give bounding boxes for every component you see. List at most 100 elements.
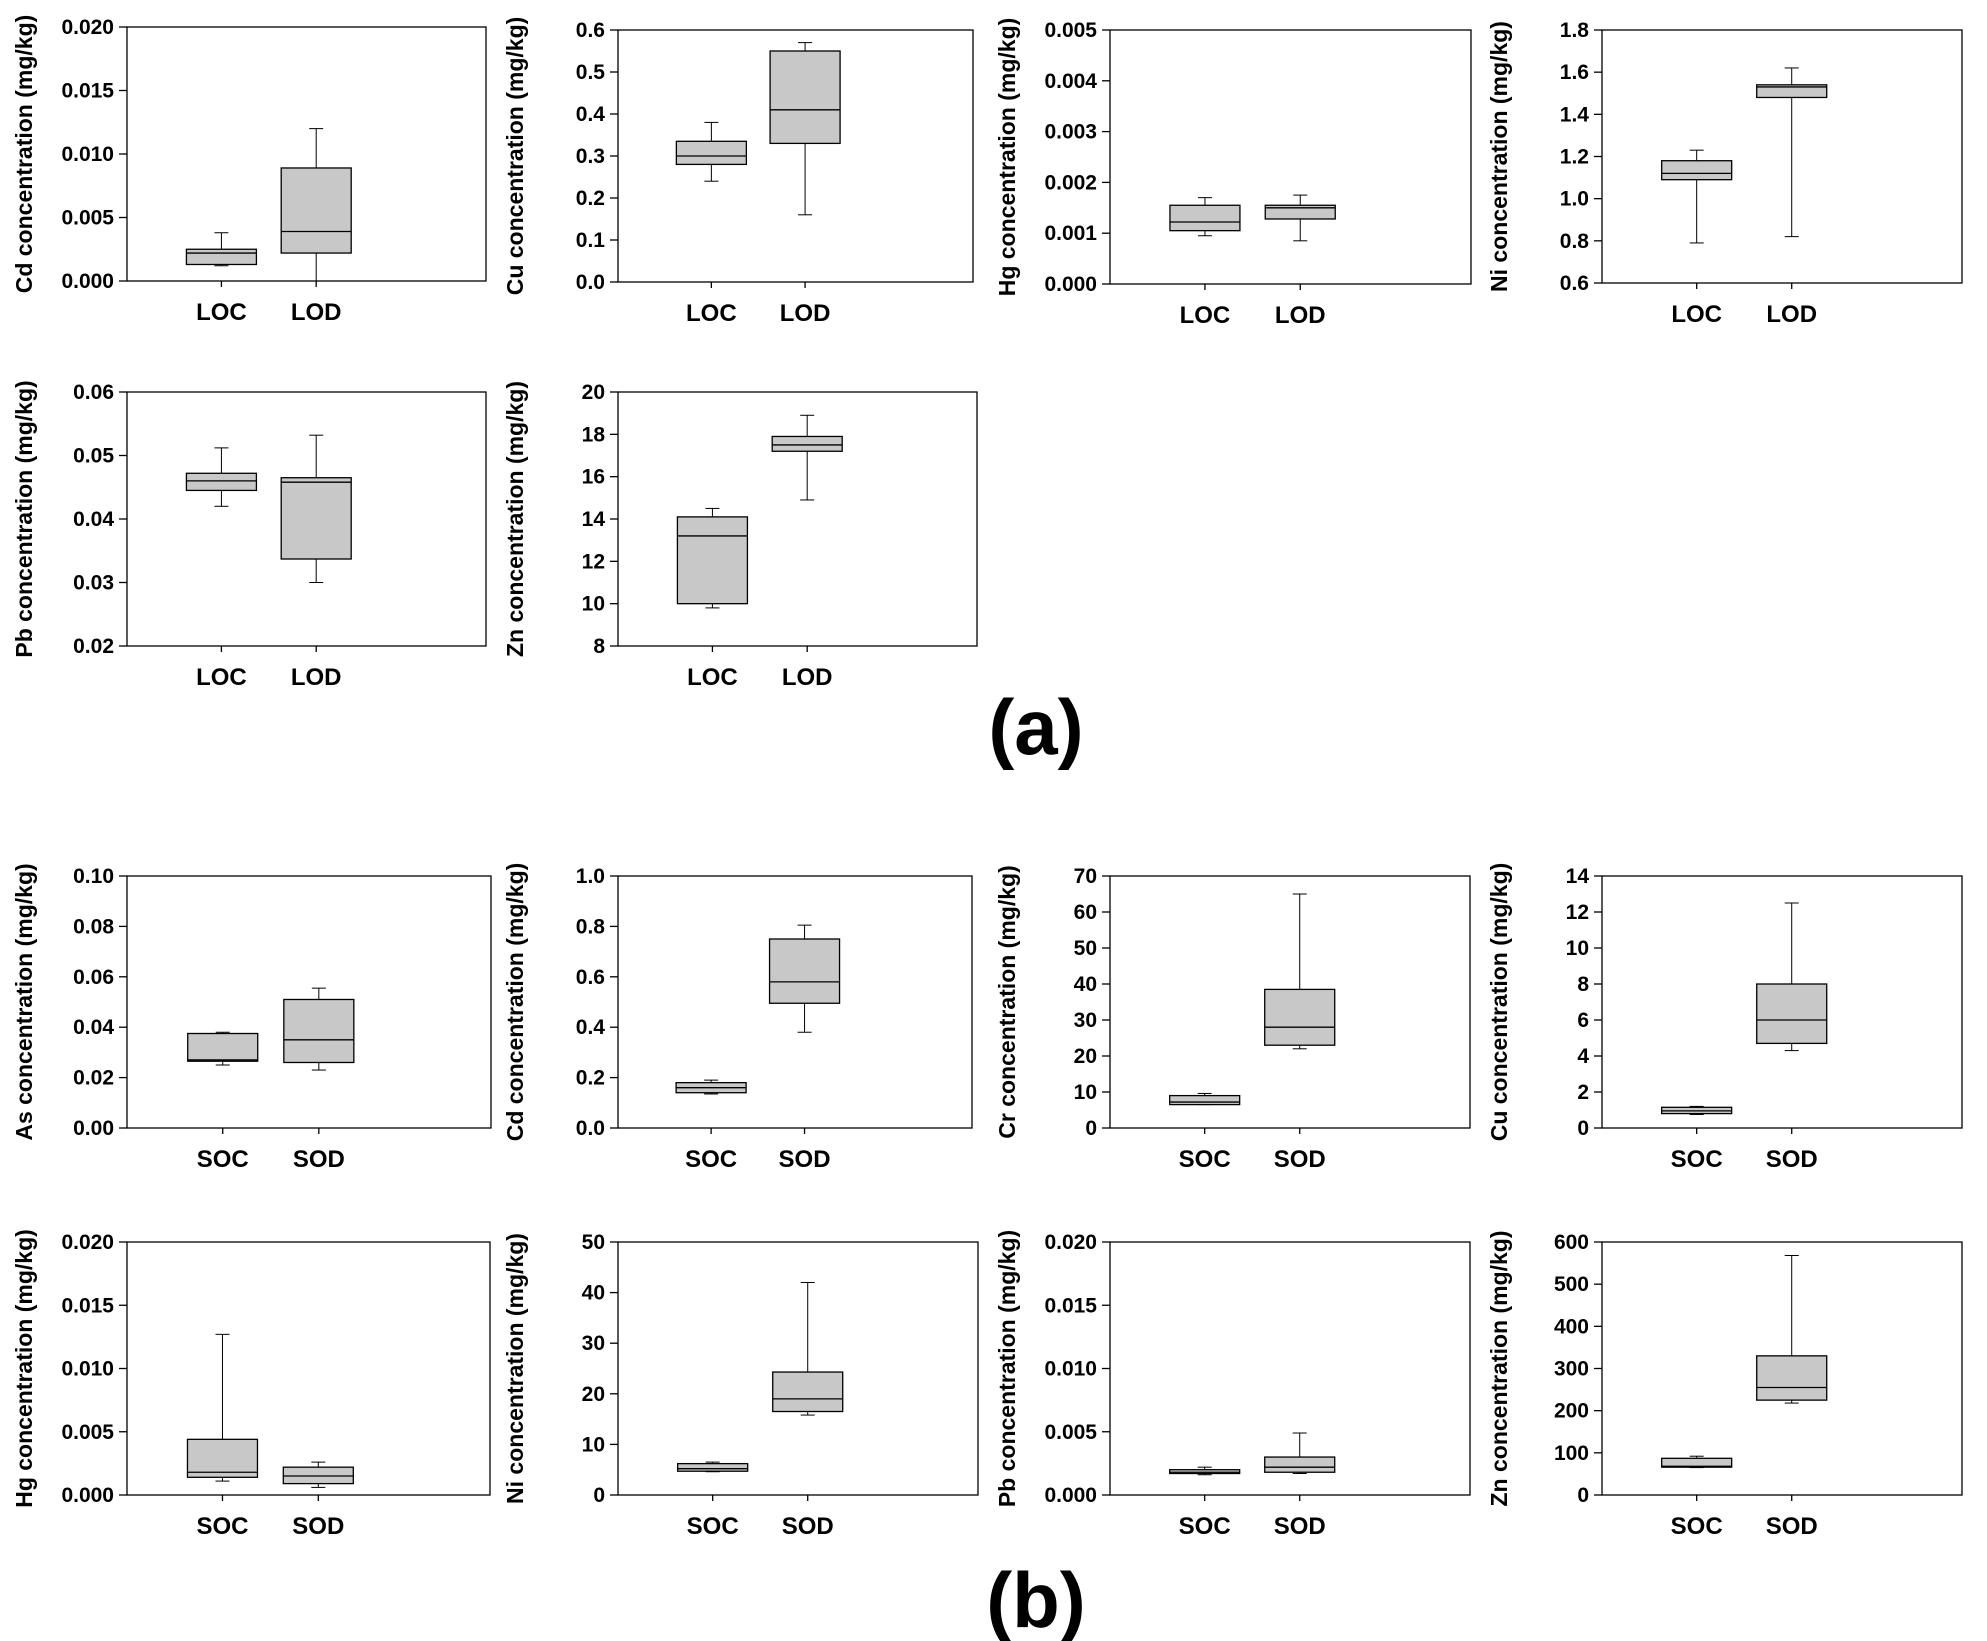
y-tick-label: 0.005 xyxy=(1044,1421,1097,1444)
y-tick-label: 0.6 xyxy=(576,966,605,989)
y-tick-label: 0.10 xyxy=(73,865,114,888)
x-tick-label: SOC xyxy=(685,1146,737,1173)
y-tick-label: 0.015 xyxy=(61,1294,114,1317)
iqr-box xyxy=(1169,204,1241,232)
y-tick-label: 20 xyxy=(1074,1045,1097,1068)
x-tick-label: SOD xyxy=(292,1513,344,1540)
y-axis-label: Pb concentration (mg/kg) xyxy=(11,380,37,657)
iqr-box xyxy=(769,50,841,145)
y-tick-label: 10 xyxy=(1074,1081,1097,1104)
x-tick-label: SOC xyxy=(197,1146,249,1173)
y-tick-label: 30 xyxy=(582,1332,605,1355)
y-tick-label: 0.06 xyxy=(73,966,114,989)
y-axis-label: Cu concentration (mg/kg) xyxy=(1486,863,1512,1142)
y-tick-label: 100 xyxy=(1554,1442,1589,1465)
y-tick-label: 0.020 xyxy=(1044,1231,1097,1254)
panel-label-a: (a) xyxy=(988,683,1083,771)
y-tick-label: 0.015 xyxy=(61,80,114,103)
y-tick-label: 50 xyxy=(582,1231,605,1254)
y-tick-label: 1.2 xyxy=(1560,146,1589,169)
y-tick-label: 0.02 xyxy=(73,1067,114,1090)
plot-frame xyxy=(617,1241,979,1496)
y-tick-label: 0.000 xyxy=(1044,273,1097,296)
y-tick-label: 0.6 xyxy=(576,19,605,42)
chart-7: 0.0 0.2 0.4 0.6 0.8 1.0 Cd concentration (mg/k… xyxy=(502,863,973,1173)
chart-2: 0.000 0.001 0.002 0.003 0.004 0.005 Hg concent… xyxy=(994,18,1472,329)
y-tick-label: 0 xyxy=(1577,1117,1589,1140)
x-tick-label: SOD xyxy=(782,1513,834,1540)
y-axis-label: Cu concentration (mg/kg) xyxy=(502,17,528,296)
y-tick-label: 0.002 xyxy=(1044,171,1097,194)
chart-3: 0.6 0.8 1.0 1.2 1.4 1.6 1.8 Ni concentration (m… xyxy=(1486,19,1963,328)
y-tick-label: 0.04 xyxy=(73,1016,114,1039)
y-tick-label: 40 xyxy=(1074,973,1097,996)
iqr-box xyxy=(187,1032,259,1062)
y-tick-label: 0.010 xyxy=(61,143,114,166)
x-tick-label: SOD xyxy=(293,1146,345,1173)
y-tick-label: 0.003 xyxy=(1044,121,1097,144)
y-tick-label: 0.08 xyxy=(73,915,114,938)
y-tick-label: 0.5 xyxy=(576,61,606,84)
y-tick-label: 0.000 xyxy=(61,270,114,293)
y-axis-label: Ni concentration (mg/kg) xyxy=(502,1233,528,1504)
y-tick-label: 0.2 xyxy=(576,1067,605,1090)
x-tick-label: SOC xyxy=(1671,1146,1723,1173)
iqr-box xyxy=(677,1462,749,1472)
iqr-box xyxy=(1169,1094,1241,1106)
y-axis-label: Cd concentration (mg/kg) xyxy=(502,863,528,1142)
y-tick-label: 0.3 xyxy=(576,145,605,168)
y-tick-label: 0.015 xyxy=(1044,1294,1097,1317)
y-tick-label: 70 xyxy=(1074,865,1097,888)
y-tick-label: 0.010 xyxy=(61,1358,114,1381)
iqr-box xyxy=(676,516,749,605)
y-tick-label: 14 xyxy=(1566,865,1590,888)
x-tick-label: SOD xyxy=(1274,1146,1326,1173)
chart-8: 0 10 20 30 40 50 60 70 Cr concentration (mg/kg) S… xyxy=(994,865,1471,1173)
iqr-box xyxy=(771,435,843,452)
x-tick-label: LOC xyxy=(686,300,737,327)
chart-11: 0 10 20 30 40 50 Ni concentration (mg/kg) SOC SO… xyxy=(502,1231,979,1540)
chart-0: 0.000 0.005 0.010 0.015 0.020 Cd concentratio… xyxy=(11,15,487,326)
y-tick-label: 0.05 xyxy=(73,445,114,468)
y-tick-label: 300 xyxy=(1554,1358,1589,1381)
y-axis-label: Zn concentration (mg/kg) xyxy=(502,381,528,657)
x-tick-label: SOC xyxy=(687,1513,739,1540)
x-tick-label: LOC xyxy=(196,299,247,326)
y-tick-label: 10 xyxy=(582,1433,605,1456)
iqr-box xyxy=(280,167,352,254)
y-tick-label: 0.4 xyxy=(576,1016,606,1039)
y-tick-label: 0.004 xyxy=(1044,70,1097,93)
x-tick-label: LOC xyxy=(687,664,738,691)
x-tick-label: LOD xyxy=(1275,302,1326,329)
iqr-box xyxy=(768,938,841,1004)
y-axis-label: Cd concentration (mg/kg) xyxy=(11,15,37,294)
chart-1: 0.0 0.1 0.2 0.3 0.4 0.5 0.6 Cu concentration (m… xyxy=(502,17,974,327)
chart-12: 0.000 0.005 0.010 0.015 0.020 Pb concentratio… xyxy=(994,1230,1471,1540)
y-tick-label: 6 xyxy=(1577,1009,1589,1032)
y-tick-label: 12 xyxy=(1566,901,1589,924)
y-tick-label: 0.0 xyxy=(576,1117,605,1140)
y-tick-label: 0 xyxy=(593,1484,605,1507)
iqr-box xyxy=(1756,1355,1828,1401)
y-tick-label: 30 xyxy=(1074,1009,1097,1032)
x-tick-label: SOC xyxy=(196,1513,248,1540)
x-tick-label: SOD xyxy=(1274,1513,1326,1540)
y-tick-label: 400 xyxy=(1554,1315,1589,1338)
y-tick-label: 600 xyxy=(1554,1231,1589,1254)
plot-frame xyxy=(126,1241,491,1496)
y-tick-label: 18 xyxy=(582,423,606,446)
y-tick-label: 500 xyxy=(1554,1273,1589,1296)
y-tick-label: 8 xyxy=(593,635,605,658)
y-tick-label: 20 xyxy=(582,381,605,404)
x-tick-label: SOD xyxy=(1766,1513,1818,1540)
x-tick-label: LOC xyxy=(1671,301,1722,328)
y-tick-label: 0.0 xyxy=(576,271,605,294)
x-tick-label: LOD xyxy=(291,299,342,326)
iqr-box xyxy=(185,248,258,266)
y-tick-label: 1.0 xyxy=(1560,188,1589,211)
y-tick-label: 0.020 xyxy=(61,1231,114,1254)
x-tick-label: SOC xyxy=(1179,1513,1231,1540)
y-axis-label: Hg concentration (mg/kg) xyxy=(994,18,1020,297)
